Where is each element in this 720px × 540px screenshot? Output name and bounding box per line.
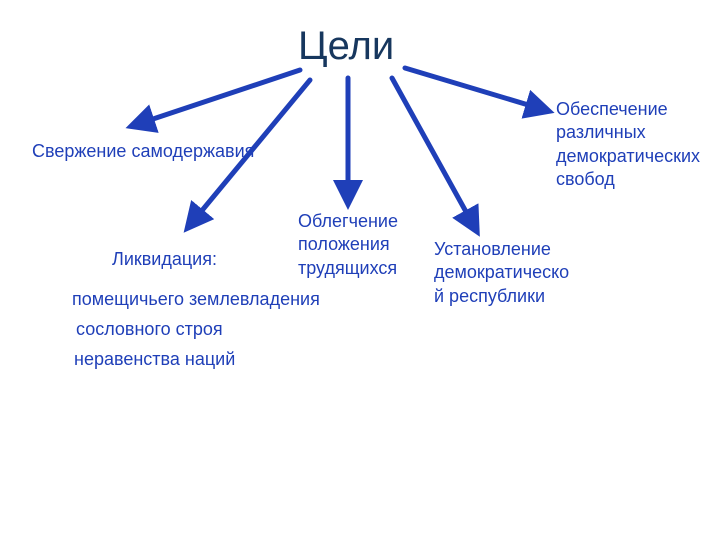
arrow-1 (135, 70, 300, 125)
node-liquidation-header: Ликвидация: (112, 248, 217, 271)
node-democratic-freedoms: Обеспечение различных демократических св… (556, 98, 700, 192)
node-liquidation-nations: неравенства наций (74, 348, 235, 371)
node-overthrow-autocracy: Свержение самодержавия (32, 140, 254, 163)
arrow-5 (405, 68, 545, 110)
node-democratic-republic: Установление демократическо й республики (434, 238, 569, 308)
node-liquidation-estates: сословного строя (76, 318, 223, 341)
node-relief-workers: Облегчение положения трудящихся (298, 210, 398, 280)
diagram-title: Цели (298, 20, 394, 72)
node-liquidation-landlord: помещичьего землевладения (72, 288, 320, 311)
arrow-4 (392, 78, 475, 228)
